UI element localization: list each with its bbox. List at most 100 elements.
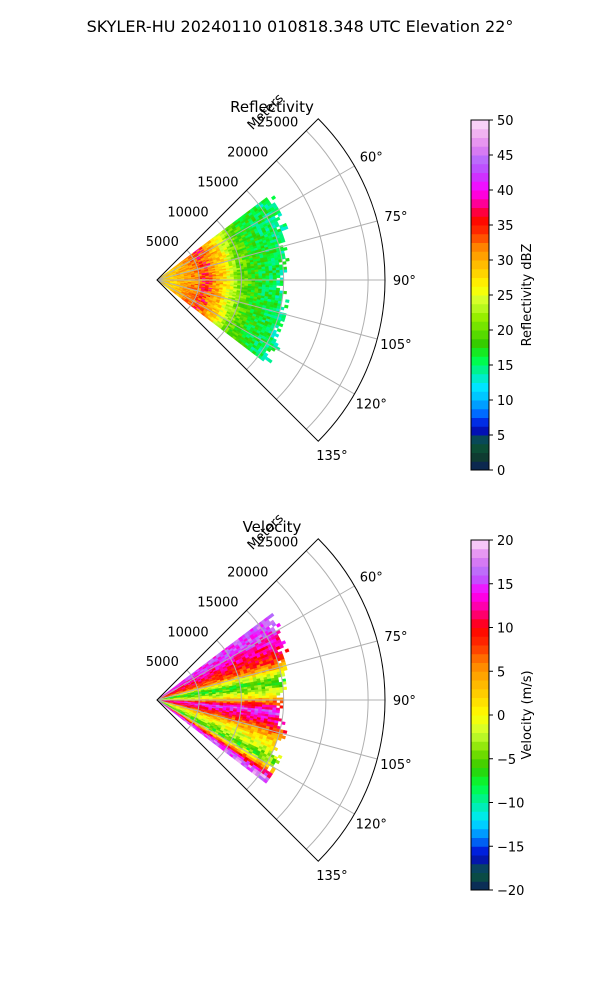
azimuth-spoke: [156, 279, 355, 395]
radar-gate: [278, 322, 284, 328]
radar-gate: [247, 280, 252, 283]
colorbar-swatch: [471, 872, 489, 882]
radar-gate: [272, 285, 277, 289]
colorbar-swatch: [471, 592, 489, 602]
colorbar-swatch: [471, 155, 489, 165]
colorbar-tick-label: −15: [497, 840, 524, 855]
radar-gate: [276, 280, 281, 284]
radial-tick-label: 10000: [167, 205, 208, 220]
radar-gate: [274, 333, 280, 338]
radar-gate: [251, 696, 256, 699]
radar-gate: [258, 693, 263, 697]
colorbar-swatch: [471, 837, 489, 847]
colorbar-swatch: [471, 758, 489, 768]
radar-gate: [262, 280, 267, 283]
radar-gate: [277, 754, 283, 760]
radar-gate: [282, 246, 288, 251]
colorbar-tick-label: 0: [497, 464, 505, 479]
radar-gate: [265, 282, 270, 286]
colorbar-swatch: [471, 715, 489, 725]
radial-tick-label: 5000: [146, 655, 179, 670]
radar-gate: [265, 693, 270, 697]
radar-gate: [276, 702, 281, 706]
radar-gate: [284, 304, 289, 309]
colorbar-swatch: [471, 793, 489, 803]
radar-gate: [258, 280, 263, 283]
radar-gate: [277, 212, 283, 218]
radar-gate: [280, 238, 286, 244]
radar-gate: [279, 700, 284, 704]
colorbar-swatch: [471, 461, 489, 471]
radar-gate: [247, 274, 252, 277]
colorbar-swatch: [471, 548, 489, 558]
radar-gate: [237, 276, 242, 279]
radar-gate: [233, 276, 238, 279]
colorbar-swatch: [471, 225, 489, 235]
radar-gate: [272, 272, 277, 276]
angle-tick-label: 90°: [393, 694, 416, 709]
radar-gate: [268, 690, 274, 694]
radar-gate: [280, 317, 286, 323]
radar-gate: [265, 270, 270, 274]
radar-gate: [276, 275, 281, 279]
radar-gate: [272, 692, 277, 696]
colorbar-swatch: [471, 347, 489, 357]
colorbar-tick-label: 5: [497, 665, 505, 680]
colorbar-tick-label: 10: [497, 622, 514, 637]
colorbar-swatch: [471, 286, 489, 296]
radar-gate: [269, 700, 274, 704]
colorbar-tick-label: 0: [497, 709, 505, 724]
colorbar-tick-label: 15: [497, 578, 514, 593]
radar-gate: [275, 622, 282, 628]
radar-gate: [254, 273, 259, 277]
colorbar-tick-label: 15: [497, 359, 514, 374]
azimuth-spoke: [156, 585, 355, 701]
colorbar-swatch: [471, 408, 489, 418]
colorbar-swatch: [471, 137, 489, 147]
radar-gate: [255, 700, 260, 703]
colorbar-swatch: [471, 723, 489, 733]
colorbar-swatch: [471, 811, 489, 821]
radar-gate: [275, 269, 281, 274]
azimuth-spoke: [156, 220, 378, 281]
radar-gate: [272, 705, 277, 709]
radar-gate: [255, 275, 260, 279]
radar-gate: [276, 328, 282, 333]
radar-gate: [247, 700, 252, 703]
radar-gate: [284, 648, 290, 653]
radar-gate: [282, 666, 288, 671]
colorbar-swatch: [471, 216, 489, 226]
azimuth-spoke: [156, 699, 355, 815]
colorbar-swatch: [471, 732, 489, 742]
polar-grid: [156, 130, 385, 430]
azimuth-spoke: [156, 165, 355, 281]
colorbar-swatch: [471, 356, 489, 366]
radar-gate: [244, 700, 249, 703]
radar-gate: [272, 700, 277, 704]
radar-gate: [282, 729, 288, 734]
radar-gate: [265, 280, 270, 283]
angle-tick-label: 75°: [384, 210, 407, 225]
radar-gate: [272, 702, 277, 706]
radar-gate: [269, 692, 274, 696]
colorbar-swatch: [471, 303, 489, 313]
radar-gate: [268, 270, 274, 274]
colorbar-swatch: [471, 128, 489, 138]
colorbar-swatch: [471, 391, 489, 401]
colorbar-swatch: [471, 426, 489, 436]
colorbar-swatch: [471, 181, 489, 191]
colorbar-swatch: [471, 172, 489, 182]
colorbar-swatch: [471, 881, 489, 891]
colorbar-tick-label: 25: [497, 289, 514, 304]
colorbar-tick-label: −5: [497, 753, 516, 768]
radar-gate: [255, 280, 260, 283]
colorbar-swatch: [471, 618, 489, 628]
colorbar-swatch: [471, 400, 489, 410]
radar-gate: [258, 695, 263, 699]
radar-gate: [262, 275, 267, 279]
radar-gate: [269, 282, 274, 286]
radar-gate: [265, 700, 270, 703]
